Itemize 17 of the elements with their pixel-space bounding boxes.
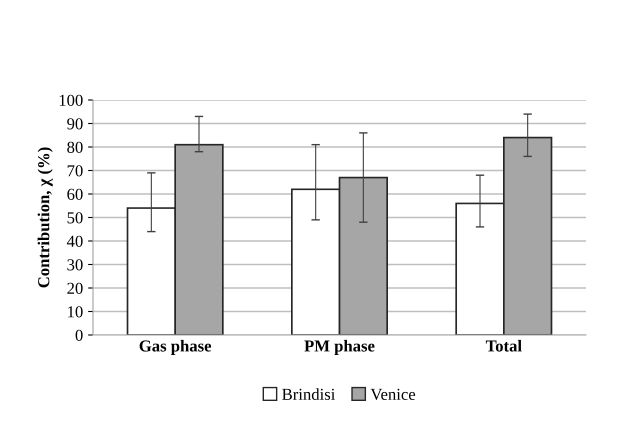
y-axis-title: Contribution, χ (%) — [38, 147, 53, 288]
y-tick-label: 100 — [60, 94, 83, 106]
x-tick-label: PM phase — [304, 340, 374, 355]
y-tick-label: 70 — [68, 165, 83, 176]
y-tick-label: 40 — [66, 236, 83, 247]
x-tick-label: Gas phase — [140, 340, 212, 355]
legend-label: Brindisi — [282, 388, 336, 400]
y-tick-label: 30 — [67, 259, 83, 270]
x-tick-label: Total — [486, 340, 522, 352]
y-tick-label: 50 — [68, 212, 83, 224]
y-tick-label: 20 — [67, 282, 83, 294]
y-tick-label: 60 — [67, 188, 83, 200]
y-tick-label: 10 — [68, 306, 83, 318]
legend-label: Venice — [370, 388, 416, 400]
y-tick-label: 0 — [76, 330, 83, 341]
y-tick-label: 80 — [67, 142, 83, 153]
y-tick-label: 90 — [67, 118, 83, 130]
